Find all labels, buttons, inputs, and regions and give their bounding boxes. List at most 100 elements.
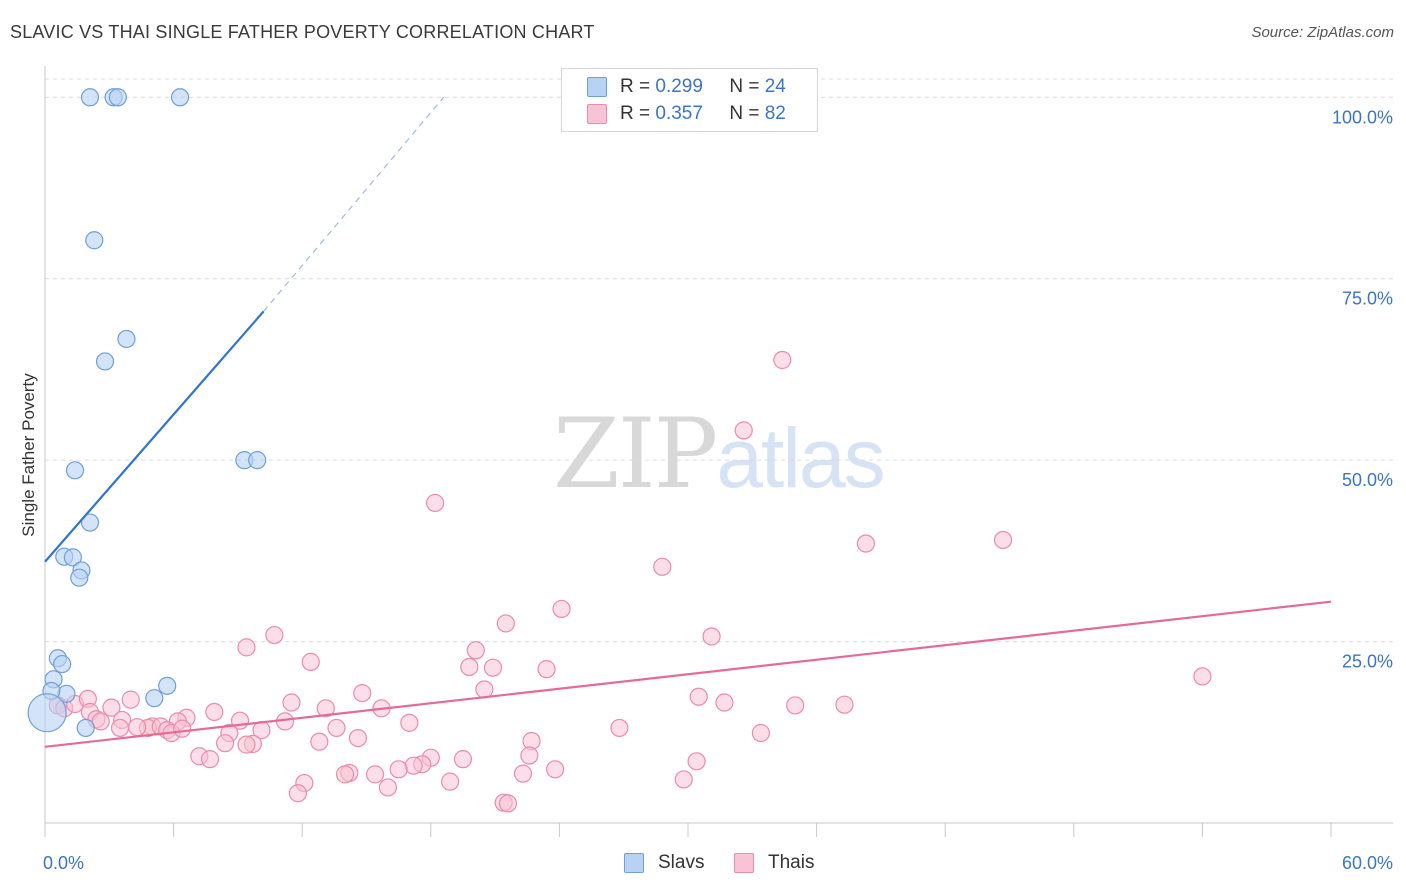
thais-point [327, 718, 346, 738]
thais-point [110, 718, 130, 738]
thais-point [282, 693, 301, 712]
slavs-point [80, 88, 100, 107]
thais-point [365, 765, 385, 784]
thais-trend-line [44, 600, 1332, 748]
thais-point [702, 627, 721, 646]
slavs-point [117, 329, 136, 349]
legend-thais-swatch [734, 853, 754, 873]
thais-point [237, 638, 256, 657]
legend-item-slavs: Slavs [624, 852, 704, 874]
thais-point [498, 794, 518, 813]
thais-point [773, 350, 792, 370]
slavs-point [70, 568, 89, 587]
thais-point [674, 770, 693, 789]
thais-point [102, 698, 121, 717]
slavs-point [85, 231, 104, 250]
x-tick-label-min: 0.0% [43, 853, 84, 873]
thais-r-label: R = [620, 103, 651, 124]
slavs-trend-line [44, 310, 265, 563]
thais-point [466, 641, 485, 660]
thais-n-value: 82 [764, 103, 786, 124]
thais-point [400, 713, 419, 732]
source-credit: Source: ZipAtlas.com [1251, 24, 1394, 41]
thais-point [610, 718, 629, 738]
thais-point [440, 772, 460, 791]
thais-point [1193, 667, 1212, 686]
x-tick-label-max: 60.0% [1342, 853, 1393, 873]
slavs-point [108, 88, 127, 107]
slavs-r-value: 0.299 [655, 76, 703, 97]
y-tick-label: 100.0% [1332, 107, 1393, 127]
thais-point [546, 760, 565, 779]
thais-point [653, 557, 672, 576]
y-tick-label: 50.0% [1342, 470, 1393, 490]
y-tick-label: 75.0% [1342, 289, 1393, 309]
thais-point [378, 778, 398, 797]
thais-point [425, 493, 445, 513]
thais-point [453, 750, 473, 769]
chart-title: SLAVIC VS THAI SINGLE FATHER POVERTY COR… [10, 22, 595, 42]
thais-point [537, 660, 556, 679]
slavs-point [27, 693, 67, 733]
thais-point [237, 735, 256, 754]
thais-point [353, 683, 372, 703]
slavs-point [63, 548, 82, 567]
thais-point [128, 718, 147, 737]
stats-legend: R = 0.299 N = 24 R = 0.357 N = 82 [561, 68, 818, 132]
y-tick-label: 25.0% [1342, 652, 1393, 672]
thais-point [301, 652, 320, 671]
legend-slavs-label: Slavs [658, 852, 705, 873]
thais-point [265, 625, 284, 645]
thais-point [215, 734, 235, 753]
thais-swatch [587, 104, 607, 124]
thais-point [173, 719, 192, 738]
thais-point [715, 693, 734, 712]
slavs-trend-extension [263, 96, 445, 312]
thais-point [513, 764, 533, 783]
slavs-r-label: R = [620, 76, 651, 97]
thais-point [552, 599, 571, 619]
slavs-n-value: 24 [764, 76, 786, 97]
thais-point [751, 723, 770, 743]
legend-slavs-swatch [624, 853, 644, 873]
slavs-n-label: N = [729, 76, 760, 97]
slavs-point [145, 689, 164, 708]
thais-point [200, 750, 220, 769]
slavs-point [170, 88, 190, 107]
thais-point [348, 728, 368, 748]
thais-point [835, 695, 854, 714]
thais-point [689, 687, 708, 706]
thais-point [310, 732, 329, 751]
thais-point [687, 752, 706, 771]
thais-point [786, 696, 805, 715]
thais-point [483, 658, 503, 677]
thais-point [460, 657, 479, 677]
legend-thais-label: Thais [768, 852, 815, 873]
slavs-point [76, 718, 95, 738]
thais-point [335, 765, 355, 784]
slavs-swatch [587, 77, 607, 97]
thais-point [316, 699, 335, 718]
slavs-point [248, 451, 267, 470]
thais-point [389, 760, 408, 779]
slavs-point [65, 461, 85, 480]
thais-point [288, 784, 308, 803]
slavs-point [95, 352, 115, 371]
thais-point [475, 680, 494, 699]
thais-n-label: N = [729, 103, 760, 124]
thais-point [205, 702, 224, 722]
slavs-point [158, 676, 177, 695]
series-legend: Slavs Thais [0, 852, 1406, 878]
thais-point [121, 690, 140, 709]
thais-point [993, 530, 1013, 550]
thais-point [856, 534, 875, 553]
slavs-point [80, 513, 100, 532]
thais-point [91, 712, 110, 731]
y-axis-title: Single Father Poverty [19, 373, 38, 537]
slavs-point [53, 654, 72, 674]
thais-r-value: 0.357 [655, 103, 703, 124]
thais-point [496, 614, 515, 633]
thais-point [734, 421, 753, 440]
thais-point [520, 746, 539, 765]
